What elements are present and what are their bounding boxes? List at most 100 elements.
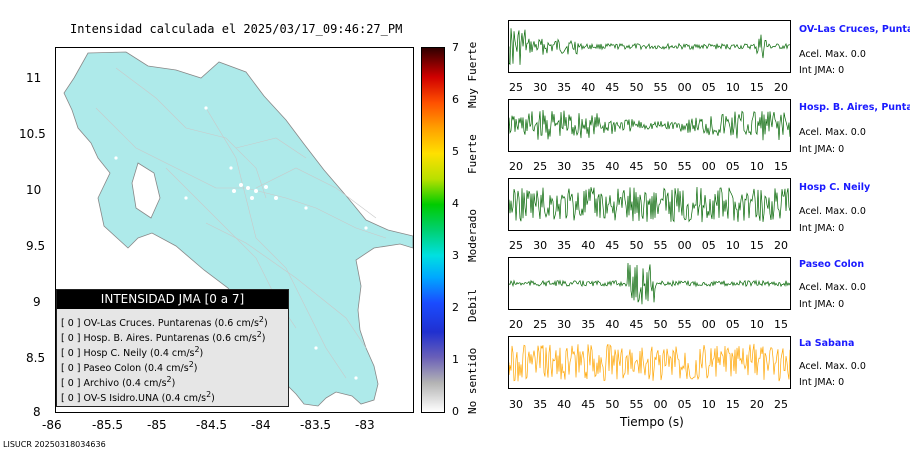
colorbar-number: 7 xyxy=(452,41,459,54)
waveform-line xyxy=(509,109,790,141)
nicoya-gulf xyxy=(131,162,161,219)
time-tick-label: 00 xyxy=(653,398,668,411)
time-tick-label: 25 xyxy=(774,398,788,411)
intensity-colorbar xyxy=(421,47,445,413)
colorbar-number: 5 xyxy=(452,145,459,158)
time-tick-label: 00 xyxy=(701,160,716,173)
station-accel: Acel. Max. 0.0 xyxy=(799,361,866,372)
waveform xyxy=(509,28,790,66)
lat-label: 11 xyxy=(26,71,42,85)
time-tick-label: 55 xyxy=(653,239,668,252)
station-markers xyxy=(114,106,368,380)
intensity-legend: INTENSIDAD JMA [0 a 7] [ 0 ] OV-Las Cruc… xyxy=(56,289,289,407)
station-accel: Acel. Max. 0.0 xyxy=(799,127,866,138)
station-intensity: Int JMA: 0 xyxy=(799,377,845,388)
time-tick-label: 25 xyxy=(509,81,523,94)
colorbar-label: Muy Fuerte xyxy=(466,41,479,108)
time-tick-label: 05 xyxy=(677,398,692,411)
time-tick-label: 40 xyxy=(581,239,596,252)
legend-item: [ 0 ] Hosp C. Neily (0.4 cm/s2) xyxy=(61,345,204,360)
colorbar-label: No sentido xyxy=(466,347,479,414)
time-tick-label: 35 xyxy=(557,81,572,94)
station-intensity: Int JMA: 0 xyxy=(799,299,845,310)
time-tick-label: 10 xyxy=(749,318,764,331)
seismogram-panel xyxy=(508,99,791,152)
time-tick-label: 45 xyxy=(605,81,620,94)
time-tick-label: 45 xyxy=(629,160,644,173)
lon-label: -86 xyxy=(42,418,62,432)
time-tick-label: 10 xyxy=(725,81,740,94)
station-name: Hosp. B. Aires, Puntare xyxy=(799,102,910,113)
waveform-line xyxy=(509,186,790,223)
waveform-line xyxy=(509,262,790,305)
colorbar-label: Fuerte xyxy=(466,134,479,174)
time-axis-label: Tiempo (s) xyxy=(620,415,684,429)
time-tick-label: 50 xyxy=(653,318,668,331)
time-tick-label: 20 xyxy=(774,81,788,94)
lat-label: 8 xyxy=(33,405,41,419)
time-tick-label: 40 xyxy=(581,81,596,94)
colorbar-number: 6 xyxy=(452,93,459,106)
time-tick-label: 15 xyxy=(749,81,764,94)
time-tick-label: 50 xyxy=(653,160,668,173)
time-tick-label: 30 xyxy=(557,160,572,173)
time-tick-label: 10 xyxy=(725,239,740,252)
time-tick-label: 30 xyxy=(557,318,572,331)
time-tick-label: 35 xyxy=(557,239,572,252)
legend-title: INTENSIDAD JMA [0 a 7] xyxy=(57,290,288,309)
time-tick-label: 40 xyxy=(605,318,620,331)
seismogram-panel xyxy=(508,257,791,310)
time-tick-label: 10 xyxy=(749,160,764,173)
time-tick-label: 15 xyxy=(725,398,740,411)
time-tick-label: 40 xyxy=(605,160,620,173)
time-tick-label: 30 xyxy=(533,81,548,94)
station-name: OV-Las Cruces, Puntar xyxy=(799,24,910,35)
time-tick-label: 20 xyxy=(749,398,764,411)
lon-label: -85.5 xyxy=(92,418,124,432)
time-tick-label: 30 xyxy=(509,398,523,411)
time-tick-label: 55 xyxy=(653,81,668,94)
seismogram-panel xyxy=(508,20,791,73)
lat-label: 9.5 xyxy=(26,239,46,253)
lon-label: -85 xyxy=(147,418,167,432)
time-tick-label: 05 xyxy=(725,318,740,331)
time-tick-label: 55 xyxy=(629,398,644,411)
time-tick-label: 25 xyxy=(509,239,523,252)
legend-item: [ 0 ] Paseo Colon (0.4 cm/s2) xyxy=(61,360,198,375)
time-tick-label: 35 xyxy=(581,160,596,173)
time-tick-label: 35 xyxy=(533,398,548,411)
time-tick-label: 45 xyxy=(629,318,644,331)
time-tick-label: 45 xyxy=(605,239,620,252)
time-tick-label: 05 xyxy=(701,239,716,252)
waveform xyxy=(509,109,790,141)
time-tick-label: 00 xyxy=(701,318,716,331)
waveform-line xyxy=(509,28,790,66)
lat-label: 10 xyxy=(26,183,42,197)
legend-item: [ 0 ] OV-Las Cruces. Puntarenas (0.6 cm/… xyxy=(61,315,268,330)
waveform xyxy=(509,186,790,223)
waveform xyxy=(509,262,790,305)
station-name: La Sabana xyxy=(799,338,855,349)
lat-label: 9 xyxy=(33,295,41,309)
lon-label: -84 xyxy=(251,418,271,432)
seismogram-panel xyxy=(508,178,791,231)
legend-item: [ 0 ] Hosp. B. Aires. Puntarenas (0.6 cm… xyxy=(61,330,266,345)
lat-label: 8.5 xyxy=(26,351,46,365)
time-tick-label: 25 xyxy=(533,160,548,173)
time-tick-label: 20 xyxy=(774,239,788,252)
lon-label: -83 xyxy=(355,418,375,432)
map-title: Intensidad calculada el 2025/03/17_09:46… xyxy=(70,22,403,36)
colorbar-number: 0 xyxy=(452,405,459,418)
legend-item: [ 0 ] OV-S Isidro.UNA (0.4 cm/s2) xyxy=(61,390,215,405)
station-accel: Acel. Max. 0.0 xyxy=(799,206,866,217)
station-accel: Acel. Max. 0.0 xyxy=(799,49,866,60)
time-tick-label: 15 xyxy=(749,239,764,252)
station-intensity: Int JMA: 0 xyxy=(799,144,845,155)
time-tick-label: 00 xyxy=(677,239,692,252)
time-tick-label: 05 xyxy=(725,160,740,173)
time-tick-label: 30 xyxy=(533,239,548,252)
legend-item: [ 0 ] Archivo (0.4 cm/s2) xyxy=(61,375,176,390)
station-name: Paseo Colon xyxy=(799,259,865,270)
colorbar-label: Moderado xyxy=(466,209,479,262)
lat-label: 10.5 xyxy=(19,127,46,141)
